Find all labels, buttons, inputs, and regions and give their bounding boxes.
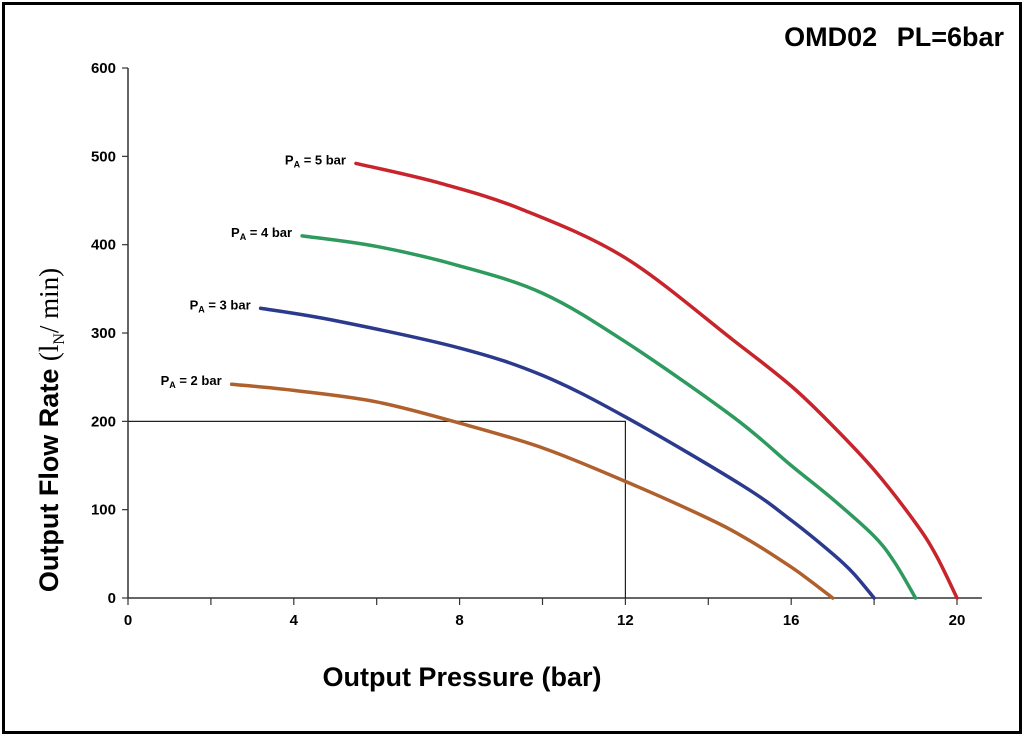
- x-tick-label: 8: [455, 612, 463, 629]
- x-tick-label: 4: [290, 612, 299, 629]
- y-tick-label: 0: [108, 590, 116, 607]
- series-line-3: [258, 306, 876, 600]
- y-tick-label: 400: [91, 237, 116, 254]
- chart-title: OMD02 PL=6bar: [784, 22, 1004, 52]
- series-line-2: [300, 234, 918, 600]
- series-line-4: [229, 382, 835, 600]
- x-axis-title: Output Pressure (bar): [322, 662, 601, 692]
- reference-line: [128, 420, 627, 598]
- series-label-2: PA = 4 bar: [231, 225, 292, 242]
- series-label-3: PA = 3 bar: [190, 297, 251, 314]
- series-label-4: PA = 2 bar: [161, 373, 222, 390]
- y-tick-label: 600: [91, 60, 116, 77]
- x-tick-label: 16: [783, 612, 800, 629]
- x-tick-label: 20: [949, 612, 966, 629]
- y-tick-label: 300: [91, 325, 116, 342]
- x-tick-label: 12: [617, 612, 634, 629]
- y-tick-label: 500: [91, 148, 116, 165]
- x-tick-label: 0: [124, 612, 132, 629]
- y-tick-label: 200: [91, 413, 116, 430]
- series-line-1: [354, 161, 959, 600]
- series-label-1: PA = 5 bar: [285, 152, 346, 169]
- y-axis-title: Output Flow Rate (lN/ min): [34, 268, 68, 592]
- y-tick-label: 100: [91, 502, 116, 519]
